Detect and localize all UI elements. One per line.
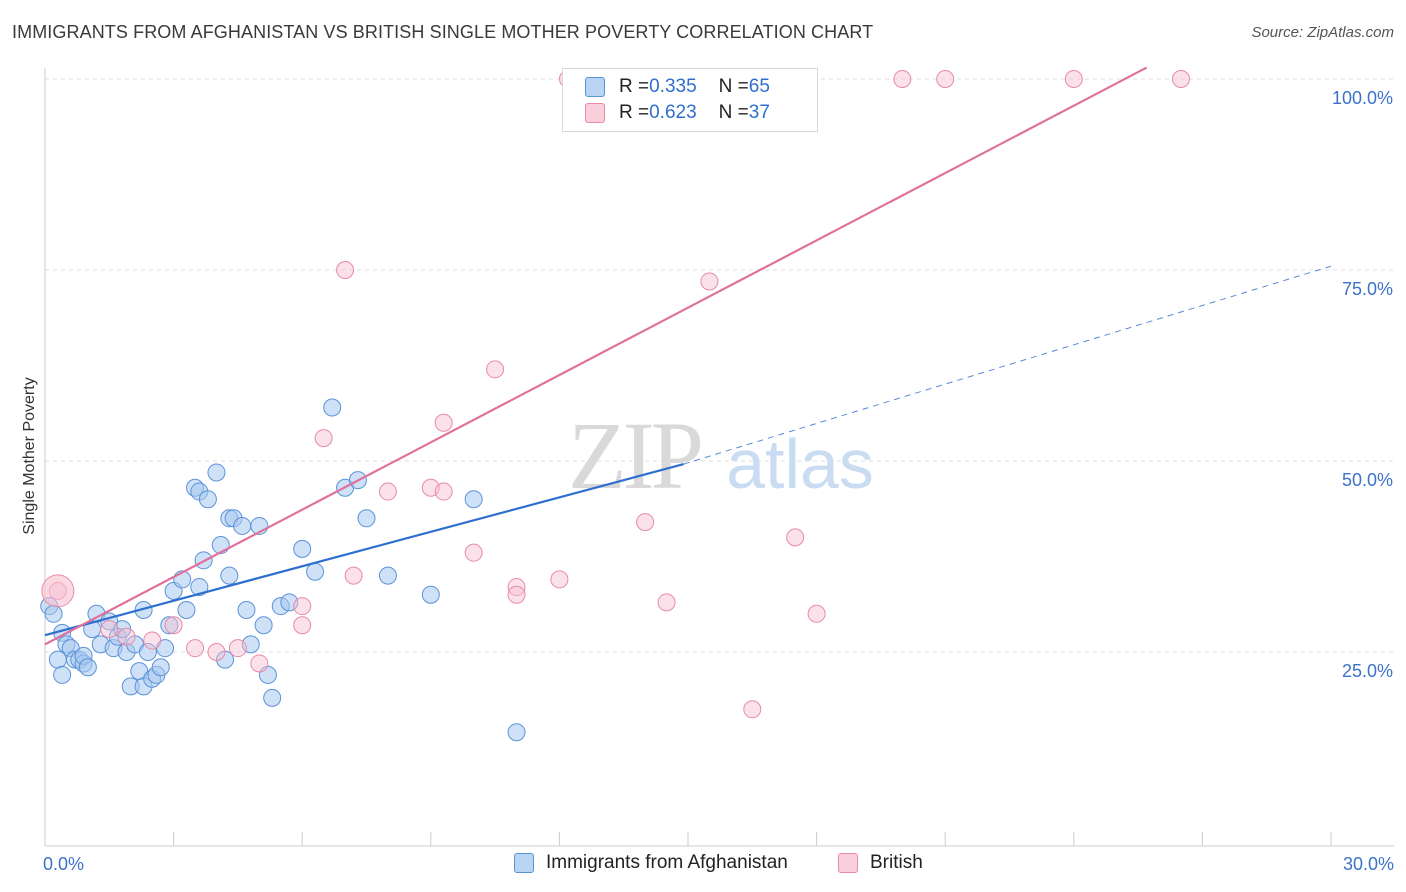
pink-points xyxy=(41,70,1190,719)
series-legend: Immigrants from Afghanistan British xyxy=(0,852,1406,876)
data-point xyxy=(138,643,157,661)
y-tick-label: 100.0% xyxy=(1332,88,1393,108)
legend-r-value: 0.335 xyxy=(649,76,697,97)
data-point xyxy=(53,665,72,684)
chart-title: IMMIGRANTS FROM AFGHANISTAN VS BRITISH S… xyxy=(12,22,874,42)
legend-n-value: 37 xyxy=(748,102,770,123)
data-point xyxy=(700,272,719,291)
data-point xyxy=(207,643,226,661)
x-tick-label: 30.0% xyxy=(1343,854,1394,874)
legend-n-label: N = xyxy=(718,76,749,97)
data-point xyxy=(177,600,196,619)
legend-swatch-pink xyxy=(585,103,605,123)
data-point xyxy=(893,70,912,88)
watermark: ZIP atlas xyxy=(568,402,874,509)
tick-labels: 25.0% 50.0% 75.0% 100.0% 0.0% 30.0% xyxy=(43,88,1394,874)
legend-swatch-blue xyxy=(585,77,605,97)
trend-line-afghanistan xyxy=(44,462,684,637)
data-point xyxy=(263,688,282,707)
watermark-atlas: atlas xyxy=(726,425,874,503)
data-point xyxy=(250,654,269,673)
legend-item-afghanistan[interactable]: Immigrants from Afghanistan xyxy=(514,852,788,874)
axes xyxy=(44,68,1394,847)
data-point xyxy=(228,639,247,658)
data-point xyxy=(164,616,183,635)
data-point xyxy=(336,261,355,279)
data-point xyxy=(378,482,397,501)
x-tick-label: 0.0% xyxy=(43,854,84,874)
data-point xyxy=(507,578,526,597)
data-point xyxy=(44,604,63,623)
data-point xyxy=(464,490,483,509)
legend-label-british: British xyxy=(870,852,923,873)
data-point xyxy=(434,482,453,501)
trend-line-afghanistan-projection xyxy=(683,265,1332,465)
y-tick-label: 50.0% xyxy=(1342,470,1393,490)
legend-swatch-pink xyxy=(838,853,858,873)
data-point xyxy=(220,566,239,585)
data-point-large xyxy=(41,574,75,608)
data-point xyxy=(1171,70,1190,88)
data-point xyxy=(486,360,505,379)
data-point xyxy=(233,516,252,535)
trend-line-british xyxy=(44,66,1148,646)
data-point xyxy=(143,631,162,650)
watermark-zip: ZIP xyxy=(568,402,701,509)
data-point xyxy=(507,585,526,604)
data-point xyxy=(357,509,376,528)
legend-swatch-blue xyxy=(514,853,534,873)
data-point xyxy=(198,490,217,509)
trend-lines xyxy=(44,66,1332,646)
data-point xyxy=(344,566,363,585)
legend-item-british[interactable]: British xyxy=(838,852,923,874)
data-point xyxy=(207,463,226,482)
data-point xyxy=(507,723,526,742)
y-tick-label: 75.0% xyxy=(1342,279,1393,299)
data-point xyxy=(78,658,97,677)
data-point xyxy=(421,585,440,604)
data-point xyxy=(657,593,676,612)
data-point xyxy=(100,620,119,639)
data-point xyxy=(314,429,333,448)
y-tick-label: 25.0% xyxy=(1342,661,1393,681)
data-point xyxy=(323,398,342,417)
data-point xyxy=(786,528,805,547)
data-point xyxy=(464,543,483,562)
data-point xyxy=(211,536,230,555)
data-point xyxy=(378,566,397,585)
legend-label-afghanistan: Immigrants from Afghanistan xyxy=(546,852,788,873)
blue-points xyxy=(40,70,655,742)
legend-r-label: R = xyxy=(619,76,650,97)
data-point xyxy=(1064,70,1083,88)
legend-r-value: 0.623 xyxy=(649,102,697,123)
data-point xyxy=(293,597,312,616)
legend-n-label: N = xyxy=(718,102,749,123)
legend-row-afghanistan: R = 0.335 N = 65 xyxy=(585,74,770,100)
data-point xyxy=(434,413,453,432)
data-point xyxy=(743,700,762,719)
data-point xyxy=(306,562,325,581)
data-point xyxy=(190,578,209,597)
data-point xyxy=(151,658,170,677)
data-point xyxy=(807,604,826,623)
data-point xyxy=(550,570,569,589)
gridlines xyxy=(45,78,1394,653)
legend-n-value: 65 xyxy=(748,76,770,97)
source-credit: Source: ZipAtlas.com xyxy=(1251,24,1394,41)
data-point xyxy=(117,627,136,646)
data-point xyxy=(254,616,273,635)
data-point xyxy=(293,539,312,558)
legend-row-british: R = 0.623 N = 37 xyxy=(585,100,770,126)
stats-legend: R = 0.335 N = 65 R = 0.623 N = 37 xyxy=(562,68,818,132)
data-point xyxy=(636,513,655,532)
data-point xyxy=(160,616,179,635)
data-point xyxy=(186,639,205,658)
data-point xyxy=(936,70,955,88)
data-point xyxy=(237,600,256,619)
data-point xyxy=(293,616,312,635)
legend-r-label: R = xyxy=(619,102,650,123)
